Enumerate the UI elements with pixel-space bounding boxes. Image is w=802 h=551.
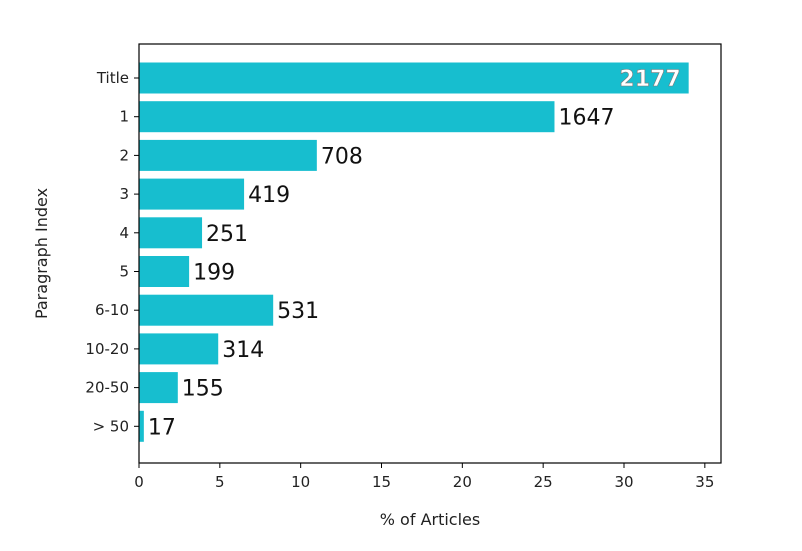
bar-6-10: [139, 294, 274, 326]
data-label: 708: [321, 144, 363, 169]
x-tick-label: 30: [614, 473, 633, 491]
x-tick-label: 35: [695, 473, 714, 491]
data-label: 2177: [619, 67, 680, 92]
data-label: 314: [222, 338, 264, 363]
y-tick-label: 5: [119, 263, 129, 281]
x-axis: 0 5 10 15 20 25 30 35: [134, 463, 714, 491]
y-axis: Title 1 2 3 4 5 6-10 10-20 20-50 > 50: [85, 69, 139, 435]
y-axis-title: Paragraph Index: [32, 188, 51, 319]
x-tick-label: 25: [534, 473, 553, 491]
y-tick-label: 3: [119, 185, 129, 203]
x-tick-label: 10: [291, 473, 310, 491]
data-label: 1647: [558, 106, 614, 131]
y-tick-label: 10-20: [85, 340, 129, 358]
bar-> 50: [139, 410, 144, 442]
y-tick-label: 2: [119, 146, 129, 164]
bars-group: [139, 62, 689, 442]
bar-5: [139, 256, 190, 287]
x-tick-label: 20: [453, 473, 472, 491]
bar-Title: [139, 62, 689, 94]
bar-20-50: [139, 372, 178, 404]
plot-frame: [138, 43, 722, 464]
y-tick-label: 6-10: [95, 301, 129, 319]
y-tick-label: 4: [119, 224, 129, 242]
data-label: 251: [206, 222, 248, 247]
data-label: 17: [148, 415, 176, 440]
bar-4: [139, 217, 203, 249]
x-axis-title: % of Articles: [380, 510, 480, 529]
x-tick-label: 0: [134, 473, 144, 491]
y-tick-label: 1: [119, 108, 129, 126]
data-label: 531: [277, 299, 319, 324]
data-label: 199: [193, 261, 235, 286]
data-label: 155: [182, 377, 224, 402]
bar-2: [139, 139, 317, 171]
bar-3: [139, 178, 245, 210]
x-tick-label: 5: [215, 473, 225, 491]
x-tick-label: 15: [372, 473, 391, 491]
bar-1: [139, 101, 555, 133]
y-tick-label: Title: [96, 69, 129, 87]
y-tick-label: 20-50: [85, 379, 129, 397]
y-tick-label: > 50: [93, 417, 129, 435]
data-label: 419: [248, 183, 290, 208]
bar-10-20: [139, 333, 219, 365]
